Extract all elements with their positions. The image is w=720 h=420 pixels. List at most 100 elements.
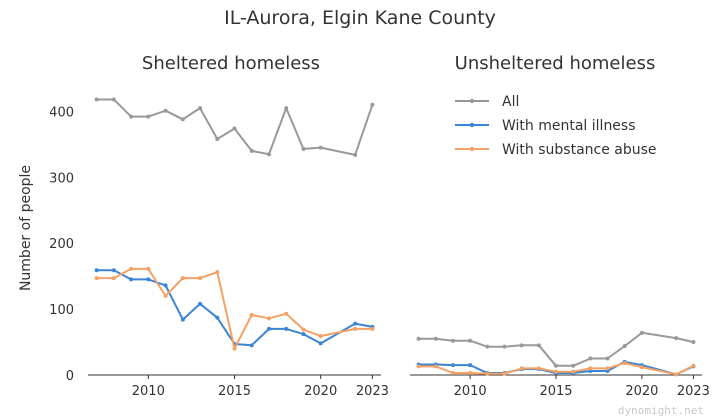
data-point xyxy=(94,268,99,273)
data-point xyxy=(691,340,696,345)
data-point xyxy=(129,266,134,271)
x-tick-label: 2020 xyxy=(304,384,337,399)
data-point xyxy=(605,356,610,361)
series-line-all xyxy=(96,98,374,156)
data-point xyxy=(353,152,358,157)
data-point xyxy=(519,366,524,371)
data-point xyxy=(588,356,593,361)
x-tick-label: 2015 xyxy=(539,384,572,399)
data-point xyxy=(215,315,220,320)
series-with-substance-abuse xyxy=(416,361,696,377)
y-tick-label: 200 xyxy=(49,237,74,252)
data-point xyxy=(232,346,237,351)
data-point xyxy=(198,106,203,111)
data-point xyxy=(163,283,168,288)
data-point xyxy=(111,97,116,102)
x-tick-label: 2010 xyxy=(132,384,165,399)
data-point xyxy=(450,371,455,376)
data-point xyxy=(416,336,421,341)
data-point xyxy=(180,317,185,322)
data-point xyxy=(284,311,289,316)
x-tick-label: 2023 xyxy=(677,384,710,399)
legend-item-all: All xyxy=(455,94,519,110)
data-point xyxy=(163,108,168,113)
data-point xyxy=(146,266,151,271)
data-point xyxy=(588,366,593,371)
data-point xyxy=(232,126,237,131)
series-with-mental-illness xyxy=(94,268,375,348)
data-point xyxy=(536,366,541,371)
data-point xyxy=(433,364,438,369)
data-point xyxy=(318,341,323,346)
data-point xyxy=(111,268,116,273)
legend-label: All xyxy=(502,94,519,110)
data-point xyxy=(605,366,610,371)
data-point xyxy=(318,334,323,339)
data-point xyxy=(249,148,254,153)
data-point xyxy=(284,326,289,331)
legend-marker xyxy=(469,98,475,104)
data-point xyxy=(353,321,358,326)
data-point xyxy=(215,270,220,275)
data-point xyxy=(519,343,524,348)
legend-label: With substance abuse xyxy=(502,142,657,158)
data-point xyxy=(353,326,358,331)
data-point xyxy=(468,338,473,343)
panel-title-sheltered: Sheltered homeless xyxy=(142,53,320,74)
data-point xyxy=(622,344,627,348)
watermark: dynomight.net xyxy=(618,404,704,417)
data-point xyxy=(691,363,696,368)
panel-sheltered: 2010 2015 2020 2023 0 100 200 300 400 xyxy=(49,97,389,399)
series-line-all xyxy=(418,331,694,367)
data-point xyxy=(94,276,99,281)
y-tick-label: 100 xyxy=(49,303,74,318)
series-all xyxy=(94,97,375,157)
data-point xyxy=(450,363,455,368)
x-tick-label: 2023 xyxy=(356,384,389,399)
data-point xyxy=(416,364,421,369)
legend-item-with-substance-abuse: With substance abuse xyxy=(455,142,657,158)
data-point xyxy=(639,330,644,335)
data-point xyxy=(146,114,151,119)
data-point xyxy=(554,363,558,368)
data-point xyxy=(129,277,134,282)
data-point xyxy=(94,97,99,102)
legend: All With mental illness With substance abu… xyxy=(455,94,657,158)
panel-title-unsheltered: Unsheltered homeless xyxy=(455,53,656,74)
data-point xyxy=(502,371,507,376)
data-point xyxy=(639,365,644,370)
data-point xyxy=(301,327,306,332)
data-point xyxy=(198,301,203,306)
series-line-with-substance-abuse xyxy=(96,267,373,350)
data-point xyxy=(571,363,576,368)
legend-label: With mental illness xyxy=(502,118,636,134)
data-point xyxy=(266,326,271,331)
data-point xyxy=(450,338,455,343)
data-point xyxy=(215,137,220,142)
legend-item-with-mental-illness: With mental illness xyxy=(455,118,636,134)
data-point xyxy=(163,293,168,298)
data-point xyxy=(554,369,558,374)
data-point xyxy=(370,102,375,107)
data-point xyxy=(266,316,271,321)
legend-marker xyxy=(469,146,475,152)
data-point xyxy=(301,146,306,151)
data-point xyxy=(433,336,438,341)
data-point xyxy=(485,371,490,376)
data-point xyxy=(301,332,306,337)
x-tick-label: 2015 xyxy=(218,384,251,399)
data-point xyxy=(180,276,185,281)
data-point xyxy=(249,313,254,318)
data-point xyxy=(468,371,473,376)
data-point xyxy=(318,145,323,150)
data-point xyxy=(468,363,473,368)
series-line-with-substance-abuse xyxy=(418,362,694,376)
data-point xyxy=(129,114,134,119)
data-point xyxy=(198,276,203,281)
y-axis-label: Number of people xyxy=(18,165,34,291)
data-point xyxy=(146,277,151,282)
chart-title: IL-Aurora, Elgin Kane County xyxy=(224,7,496,29)
data-point xyxy=(571,369,576,374)
data-point xyxy=(485,344,490,349)
